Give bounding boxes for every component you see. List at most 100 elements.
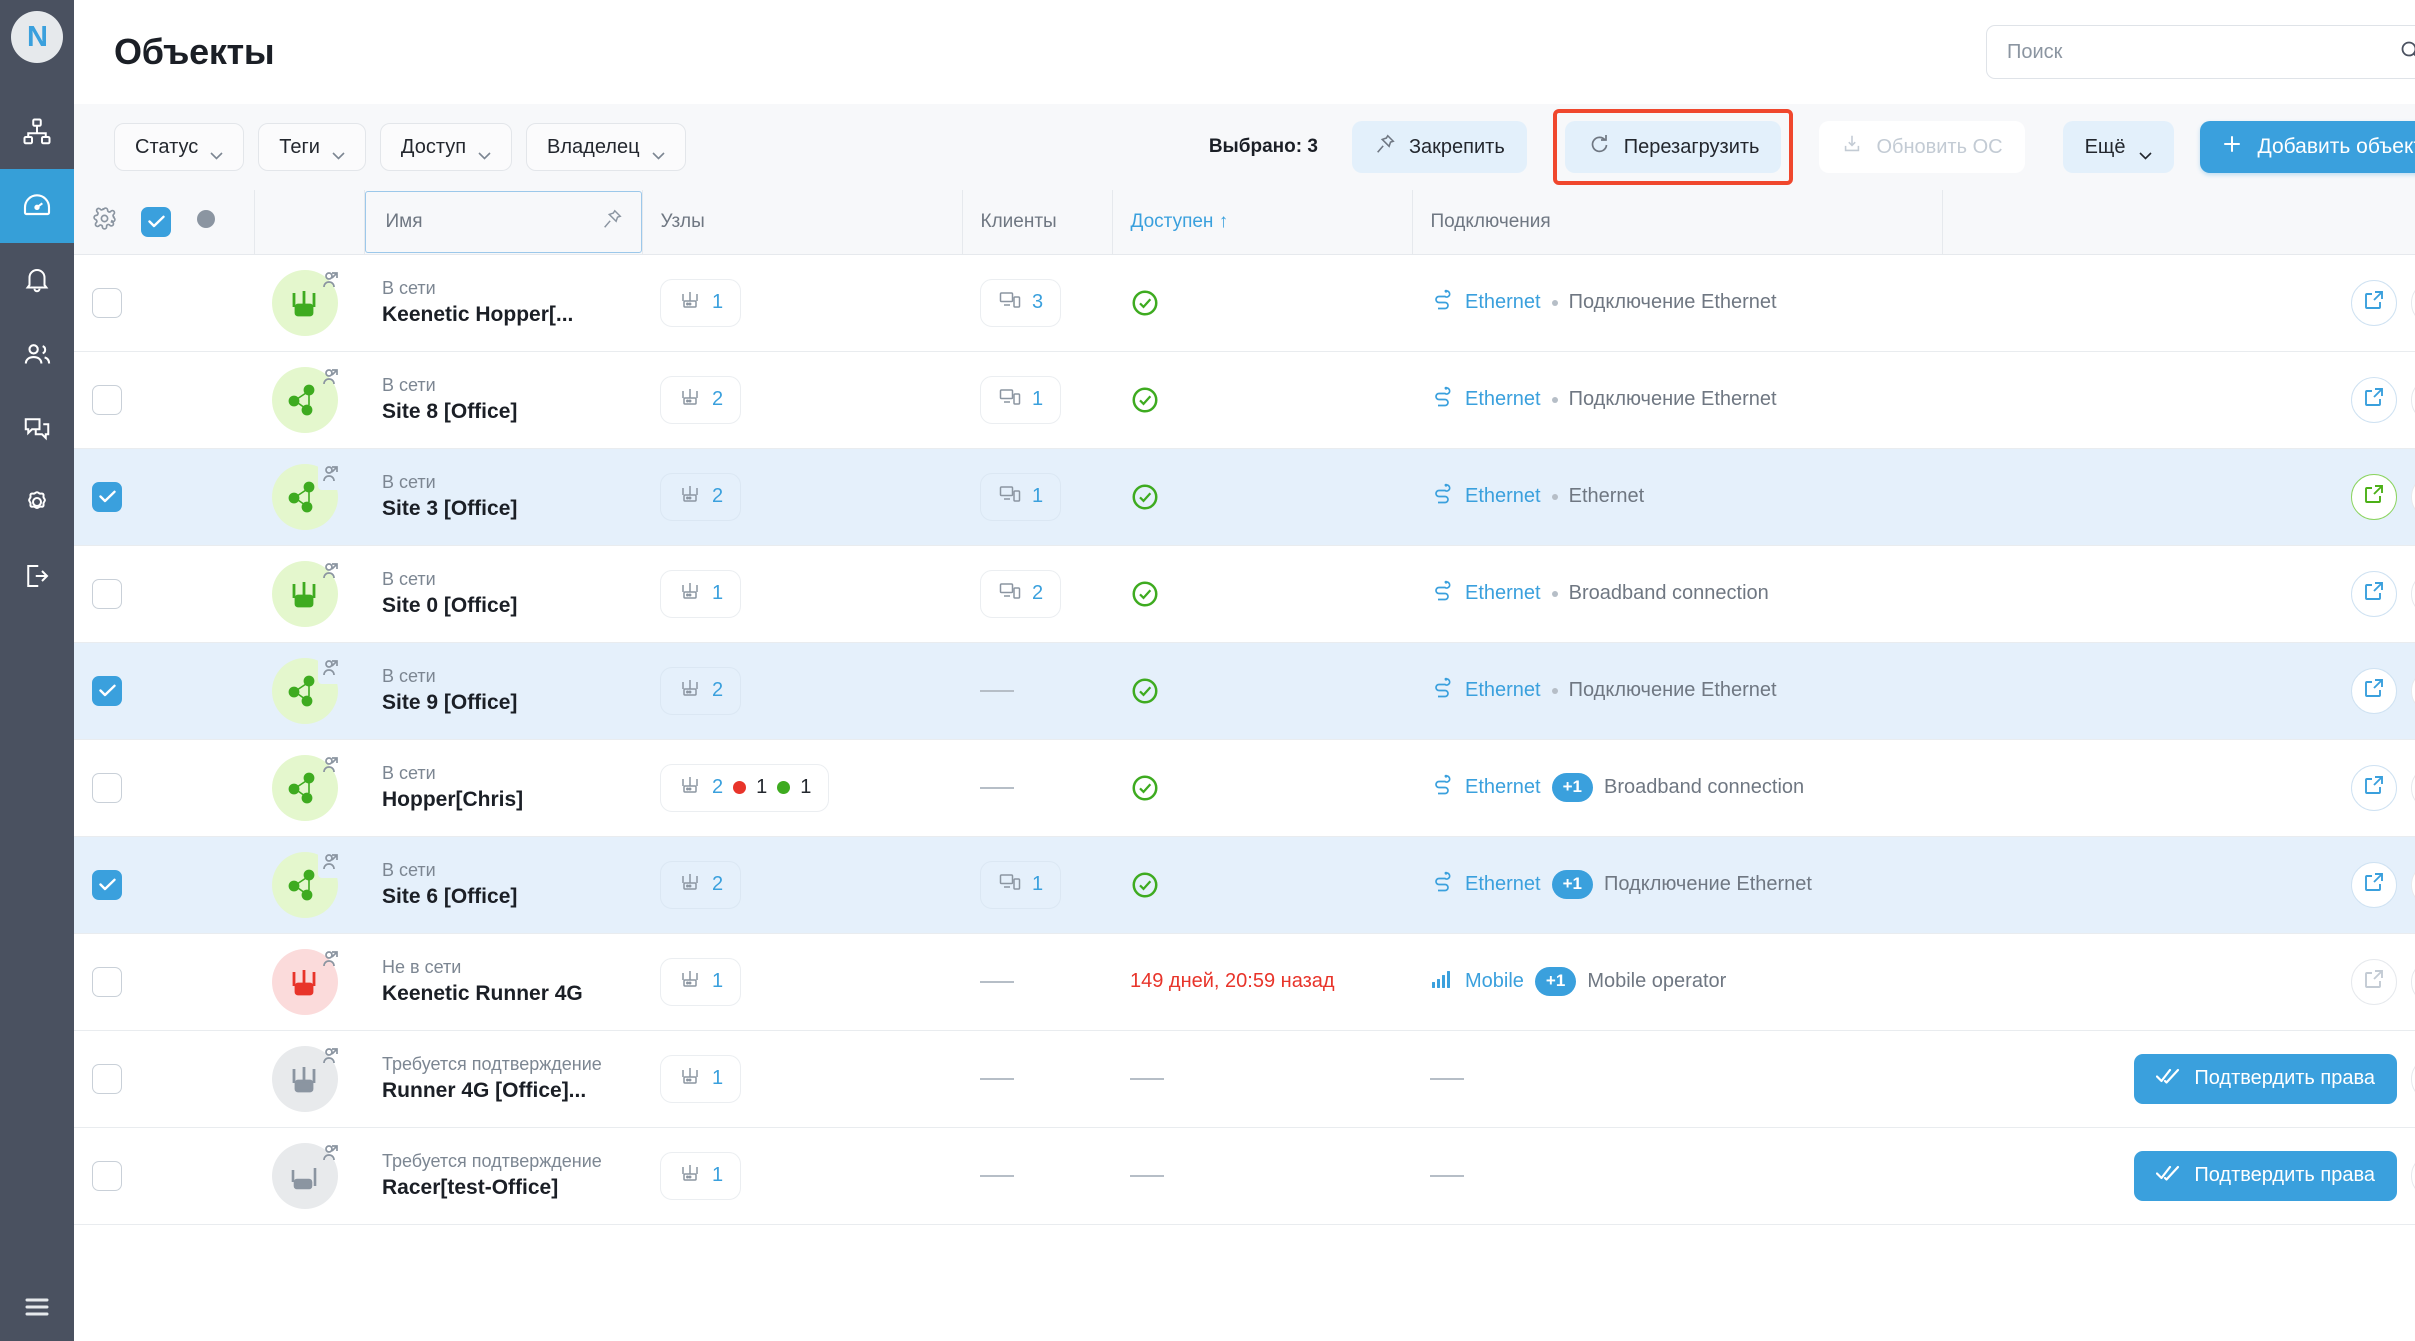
clients-pill[interactable]: 1: [980, 860, 1062, 909]
connection-extra-badge[interactable]: +1: [1551, 773, 1593, 802]
connection-type[interactable]: Ethernet: [1465, 582, 1541, 604]
open-object-button[interactable]: [2351, 861, 2397, 908]
clients-pill[interactable]: 1: [980, 375, 1062, 424]
app-logo[interactable]: N: [11, 11, 63, 63]
pin-button[interactable]: Закрепить: [1351, 121, 1527, 173]
row-name-cell[interactable]: В сети Keenetic Hopper[...: [364, 254, 642, 352]
add-object-button[interactable]: Добавить объект: [2199, 121, 2415, 173]
row-name-cell[interactable]: В сети Site 6 [Office]: [364, 836, 642, 934]
gear-icon[interactable]: [92, 206, 117, 237]
open-object-button[interactable]: [2351, 279, 2397, 326]
nodes-pill[interactable]: 2: [660, 375, 742, 424]
sidebar-collapse-button[interactable]: [0, 1296, 74, 1323]
row-checkbox[interactable]: [92, 1160, 122, 1191]
row-checkbox[interactable]: [92, 287, 122, 318]
row-name-cell[interactable]: Требуется подтверждение Racer[test-Office…: [364, 1127, 642, 1225]
connection-type[interactable]: Ethernet: [1465, 485, 1541, 507]
table-row[interactable]: В сети Site 9 [Office] 2 Ethernet Подключени…: [74, 642, 2415, 740]
connection-type[interactable]: Ethernet: [1465, 776, 1541, 798]
row-checkbox[interactable]: [92, 869, 122, 900]
circle-icon[interactable]: [195, 208, 217, 236]
row-menu-button[interactable]: [2411, 764, 2415, 811]
search-input[interactable]: Поиск: [1986, 25, 2415, 79]
select-all-checkbox[interactable]: [141, 206, 171, 237]
connection-type[interactable]: Ethernet: [1465, 388, 1541, 410]
clients-pill[interactable]: 3: [980, 278, 1062, 327]
row-checkbox[interactable]: [92, 578, 122, 609]
row-menu-button[interactable]: [2411, 376, 2415, 423]
row-name-cell[interactable]: Требуется подтверждение Runner 4G [Office…: [364, 1030, 642, 1128]
row-name-cell[interactable]: В сети Site 8 [Office]: [364, 351, 642, 449]
nodes-pill[interactable]: 1: [660, 569, 742, 618]
table-row[interactable]: Требуется подтверждение Runner 4G [Office…: [74, 1030, 2415, 1128]
row-name-cell[interactable]: В сети Site 3 [Office]: [364, 448, 642, 546]
table-row[interactable]: В сети Keenetic Hopper[... 1 3 Ethernet Подкл…: [74, 254, 2415, 352]
nodes-pill[interactable]: 1: [660, 278, 742, 327]
open-object-button[interactable]: [2351, 667, 2397, 714]
sidebar-item-sitemap[interactable]: [0, 95, 74, 169]
row-menu-button[interactable]: [2411, 1152, 2415, 1199]
row-name-cell[interactable]: В сети Site 9 [Office]: [364, 642, 642, 740]
confirm-rights-button[interactable]: Подтвердить права: [2134, 1150, 2397, 1201]
row-menu-button[interactable]: [2411, 1055, 2415, 1102]
row-checkbox[interactable]: [92, 384, 122, 415]
sidebar-item-users[interactable]: [0, 317, 74, 391]
open-object-button[interactable]: [2351, 473, 2397, 520]
more-button[interactable]: Ещё: [2062, 121, 2174, 173]
row-menu-button[interactable]: [2411, 473, 2415, 520]
connection-type[interactable]: Ethernet: [1465, 679, 1541, 701]
header-nodes[interactable]: Узлы: [642, 190, 963, 255]
row-menu-button[interactable]: [2411, 861, 2415, 908]
nodes-pill[interactable]: 2 1 1: [660, 763, 830, 812]
filter-access[interactable]: Доступ: [379, 123, 513, 171]
header-connections[interactable]: Подключения: [1412, 190, 1943, 255]
sidebar-item-notifications[interactable]: [0, 243, 74, 317]
clients-pill[interactable]: 1: [980, 472, 1062, 521]
nodes-pill[interactable]: 1: [660, 1054, 742, 1103]
header-clients[interactable]: Клиенты: [962, 190, 1113, 255]
sidebar-item-chat[interactable]: [0, 391, 74, 465]
row-name-cell[interactable]: Не в сети Keenetic Runner 4G: [364, 933, 642, 1031]
row-menu-button[interactable]: [2411, 958, 2415, 1005]
header-name[interactable]: Имя: [364, 190, 643, 255]
filter-tags[interactable]: Теги: [258, 123, 366, 171]
table-row[interactable]: В сети Site 0 [Office] 1 2 Ethernet Broadband…: [74, 545, 2415, 643]
row-name-cell[interactable]: В сети Site 0 [Office]: [364, 545, 642, 643]
nodes-pill[interactable]: 2: [660, 666, 742, 715]
open-object-button[interactable]: [2351, 376, 2397, 423]
connection-extra-badge[interactable]: +1: [1534, 967, 1577, 996]
row-checkbox[interactable]: [92, 675, 122, 706]
row-checkbox[interactable]: [92, 1063, 122, 1094]
sidebar-item-logout[interactable]: [0, 539, 74, 613]
nodes-pill[interactable]: 1: [660, 957, 742, 1006]
row-menu-button[interactable]: [2411, 279, 2415, 326]
nodes-pill[interactable]: 2: [660, 860, 742, 909]
row-checkbox[interactable]: [92, 481, 122, 512]
row-menu-button[interactable]: [2411, 667, 2415, 714]
header-available[interactable]: Доступен ↑: [1112, 190, 1413, 255]
pin-icon[interactable]: [601, 208, 623, 236]
row-menu-button[interactable]: [2411, 570, 2415, 617]
connection-type[interactable]: Ethernet: [1465, 291, 1541, 313]
sidebar-item-settings[interactable]: [0, 465, 74, 539]
confirm-rights-button[interactable]: Подтвердить права: [2134, 1053, 2397, 1104]
open-object-button[interactable]: [2351, 958, 2397, 1005]
connection-type[interactable]: Ethernet: [1465, 873, 1541, 895]
table-row[interactable]: В сети Site 3 [Office] 2 1 Ethernet Ethernet: [74, 448, 2415, 546]
nodes-pill[interactable]: 2: [660, 472, 742, 521]
table-row[interactable]: Не в сети Keenetic Runner 4G 1 149 дней, 20…: [74, 933, 2415, 1031]
row-checkbox[interactable]: [92, 772, 122, 803]
row-checkbox[interactable]: [92, 966, 122, 997]
connection-extra-badge[interactable]: +1: [1551, 870, 1593, 899]
filter-owner[interactable]: Владелец: [526, 123, 686, 171]
table-row[interactable]: В сети Hopper[Chris] 2 1 1 Ethernet +1 Broadban…: [74, 739, 2415, 837]
connection-type[interactable]: Mobile: [1465, 970, 1524, 992]
row-name-cell[interactable]: В сети Hopper[Chris]: [364, 739, 642, 837]
search-icon[interactable]: [2398, 38, 2415, 67]
table-row[interactable]: В сети Site 8 [Office] 2 1 Ethernet Подключен…: [74, 351, 2415, 449]
table-row[interactable]: Требуется подтверждение Racer[test-Office…: [74, 1127, 2415, 1225]
nodes-pill[interactable]: 1: [660, 1151, 742, 1200]
reboot-button[interactable]: Перезагрузить: [1564, 121, 1782, 173]
open-object-button[interactable]: [2351, 764, 2397, 811]
filter-status[interactable]: Статус: [114, 123, 245, 171]
